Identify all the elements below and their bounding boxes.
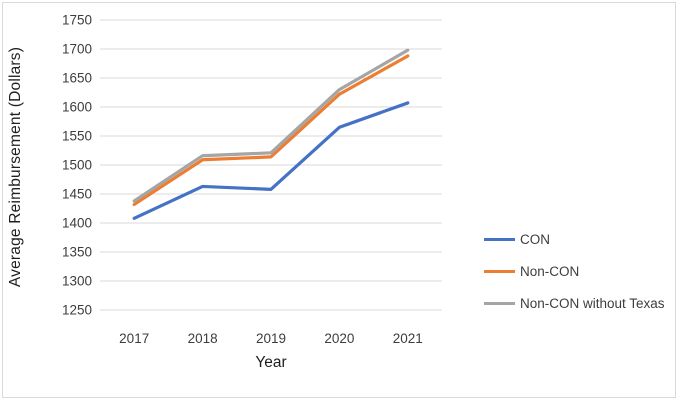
y-tick-label: 1450	[62, 187, 92, 202]
legend-item: CON	[484, 229, 665, 249]
legend-label: Non-CON without Texas	[520, 295, 665, 311]
y-axis-title: Average Reimbursement (Dollars)	[7, 46, 24, 288]
legend: CON Non-CON Non-CON without Texas	[484, 229, 665, 313]
plot-area: 1250 1300 1350 1400 1450 1500 1550 1600 1650 1700…	[62, 13, 442, 346]
legend-item: Non-CON	[484, 261, 665, 281]
series-line-non-con-without-texas	[132, 48, 410, 203]
x-tick-label: 2020	[324, 331, 354, 346]
y-tick-label: 1500	[62, 158, 92, 173]
x-tick-label: 2018	[188, 331, 218, 346]
y-tick-label: 1700	[62, 42, 92, 57]
y-tick-label: 1300	[62, 274, 92, 289]
y-tick-label: 1750	[62, 13, 92, 28]
y-tick-label: 1650	[62, 71, 92, 86]
series-line-con	[132, 101, 410, 220]
y-tick-label: 1600	[62, 100, 92, 115]
x-tick-label: 2021	[393, 331, 423, 346]
x-axis-title: Year	[255, 354, 287, 371]
legend-line-swatch	[484, 237, 515, 241]
y-tick-label: 1350	[62, 245, 92, 260]
y-tick-label: 1250	[62, 303, 92, 318]
y-tick-label: 1550	[62, 129, 92, 144]
legend-label: Non-CON	[520, 263, 580, 279]
legend-line-swatch	[484, 269, 515, 273]
series-line-non-con	[132, 54, 410, 207]
legend-label: CON	[520, 231, 550, 247]
legend-item: Non-CON without Texas	[484, 293, 665, 313]
x-tick-label: 2019	[256, 331, 286, 346]
x-tick-label: 2017	[119, 331, 149, 346]
y-tick-label: 1400	[62, 216, 92, 231]
legend-line-swatch	[484, 301, 515, 305]
